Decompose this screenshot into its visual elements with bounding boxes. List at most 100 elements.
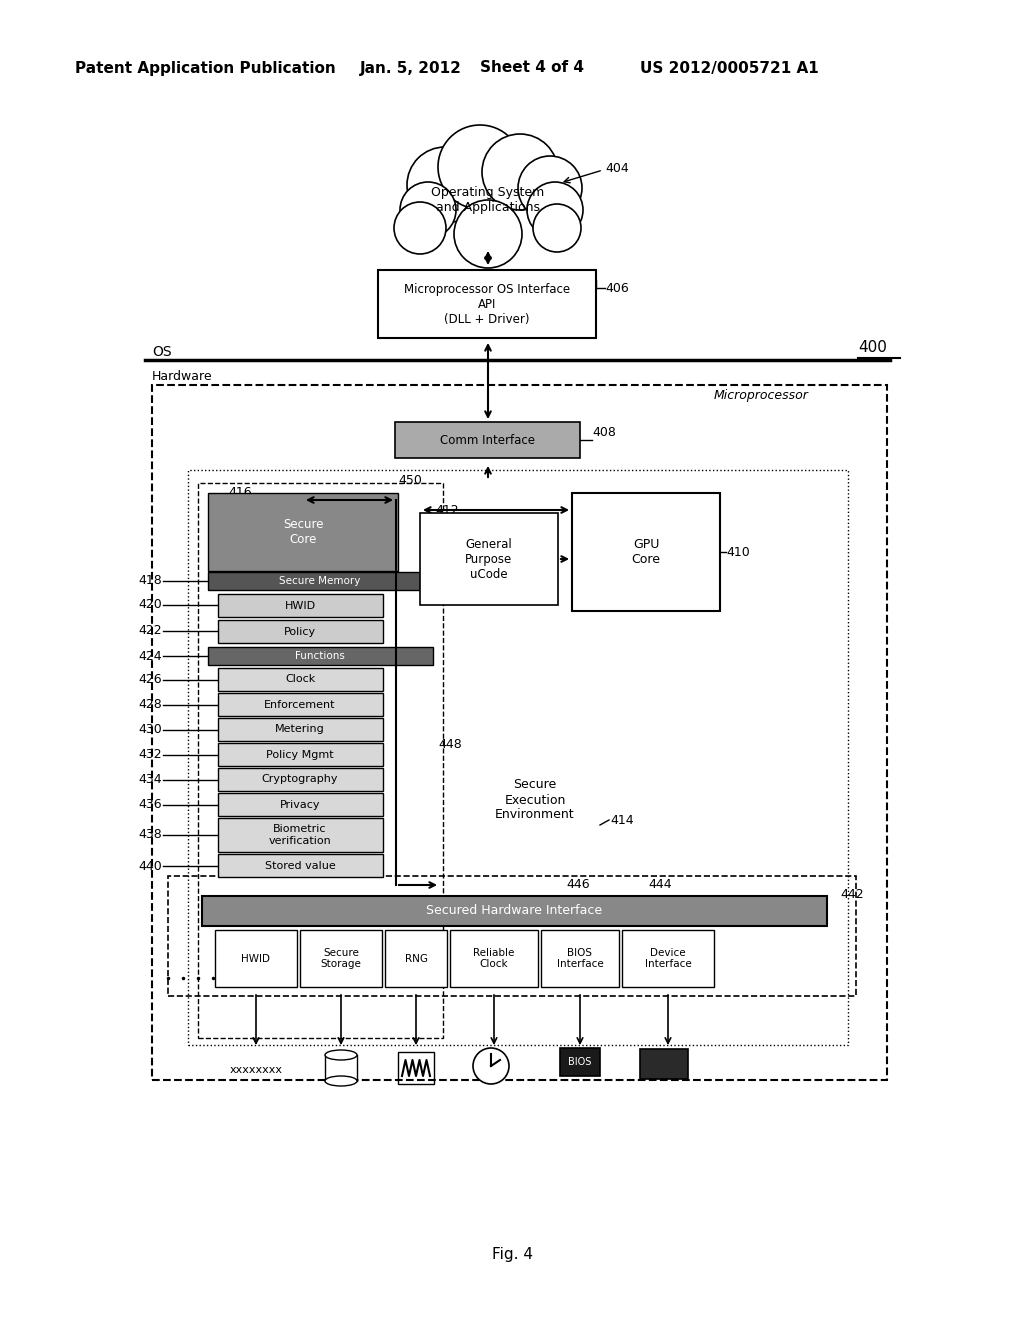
FancyBboxPatch shape (208, 572, 433, 590)
Text: RNG: RNG (404, 953, 427, 964)
Text: 442: 442 (840, 888, 863, 902)
Text: 416: 416 (228, 487, 252, 499)
FancyBboxPatch shape (218, 768, 383, 791)
FancyBboxPatch shape (385, 931, 447, 987)
FancyBboxPatch shape (218, 668, 383, 690)
Text: Secure Memory: Secure Memory (280, 576, 360, 586)
Text: US 2012/0005721 A1: US 2012/0005721 A1 (640, 61, 819, 75)
FancyBboxPatch shape (622, 931, 714, 987)
Circle shape (454, 201, 522, 268)
Text: 434: 434 (138, 774, 162, 785)
Circle shape (482, 135, 558, 210)
Text: Stored value: Stored value (264, 861, 336, 871)
Text: Patent Application Publication: Patent Application Publication (75, 61, 336, 75)
Text: 436: 436 (138, 799, 162, 810)
Text: 408: 408 (592, 425, 615, 438)
Text: Microprocessor: Microprocessor (714, 388, 809, 401)
Text: Metering: Metering (275, 725, 325, 734)
Text: 448: 448 (438, 738, 462, 751)
Circle shape (438, 125, 522, 209)
FancyBboxPatch shape (300, 931, 382, 987)
FancyBboxPatch shape (378, 271, 596, 338)
Text: 418: 418 (138, 574, 162, 587)
FancyBboxPatch shape (560, 1048, 600, 1076)
Text: 430: 430 (138, 723, 162, 737)
Text: Hardware: Hardware (152, 370, 213, 383)
Text: Cryptography: Cryptography (262, 775, 338, 784)
FancyBboxPatch shape (218, 718, 383, 741)
Text: OS: OS (152, 345, 172, 359)
Text: Jan. 5, 2012: Jan. 5, 2012 (360, 61, 462, 75)
Text: 432: 432 (138, 748, 162, 762)
Circle shape (534, 205, 581, 252)
Text: HWID: HWID (242, 953, 270, 964)
Text: 412: 412 (435, 503, 459, 516)
Text: Microprocessor OS Interface
API
(DLL + Driver): Microprocessor OS Interface API (DLL + D… (403, 282, 570, 326)
FancyBboxPatch shape (218, 594, 383, 616)
FancyBboxPatch shape (218, 818, 383, 851)
Text: Device
Interface: Device Interface (645, 948, 691, 969)
Circle shape (407, 147, 483, 223)
Text: General
Purpose
uCode: General Purpose uCode (465, 537, 513, 581)
Circle shape (400, 182, 456, 238)
FancyBboxPatch shape (572, 492, 720, 611)
Circle shape (518, 156, 582, 220)
Text: 438: 438 (138, 829, 162, 842)
Text: Fig. 4: Fig. 4 (492, 1247, 532, 1262)
FancyBboxPatch shape (395, 422, 580, 458)
Text: Secure
Storage: Secure Storage (321, 948, 361, 969)
FancyBboxPatch shape (541, 931, 618, 987)
Text: 414: 414 (610, 813, 634, 826)
Text: 428: 428 (138, 698, 162, 711)
FancyBboxPatch shape (215, 931, 297, 987)
FancyBboxPatch shape (218, 620, 383, 643)
Text: Reliable
Clock: Reliable Clock (473, 948, 515, 969)
Circle shape (394, 202, 446, 253)
FancyBboxPatch shape (198, 483, 443, 1038)
Text: BIOS: BIOS (568, 1057, 592, 1067)
Text: 446: 446 (566, 879, 590, 891)
FancyBboxPatch shape (218, 854, 383, 876)
Circle shape (473, 1048, 509, 1084)
Text: 420: 420 (138, 598, 162, 611)
FancyBboxPatch shape (152, 385, 887, 1080)
Text: BIOS
Interface: BIOS Interface (557, 948, 603, 969)
FancyBboxPatch shape (640, 1049, 688, 1078)
Text: xxxxxxxx: xxxxxxxx (229, 1065, 283, 1074)
Text: Enforcement: Enforcement (264, 700, 336, 710)
Text: HWID: HWID (285, 601, 315, 611)
FancyBboxPatch shape (218, 793, 383, 816)
Text: Secure
Core: Secure Core (283, 517, 324, 546)
Text: 424: 424 (138, 649, 162, 663)
Circle shape (527, 182, 583, 238)
Text: 400: 400 (858, 341, 887, 355)
FancyBboxPatch shape (420, 513, 558, 605)
Text: Functions: Functions (295, 651, 345, 661)
Text: 410: 410 (726, 545, 750, 558)
Ellipse shape (325, 1049, 357, 1060)
FancyBboxPatch shape (218, 743, 383, 766)
Text: Comm Interface: Comm Interface (439, 433, 535, 446)
Ellipse shape (325, 1076, 357, 1086)
Text: Secure
Execution
Environment: Secure Execution Environment (496, 779, 574, 821)
Text: 426: 426 (138, 673, 162, 686)
Text: Biometric
verification: Biometric verification (268, 824, 332, 846)
FancyBboxPatch shape (208, 492, 398, 572)
FancyBboxPatch shape (218, 693, 383, 715)
Text: 450: 450 (398, 474, 422, 487)
Text: 406: 406 (605, 281, 629, 294)
FancyBboxPatch shape (208, 647, 433, 665)
Text: Operating System
and Applications: Operating System and Applications (431, 186, 545, 214)
Text: Policy: Policy (284, 627, 316, 638)
Text: Secured Hardware Interface: Secured Hardware Interface (426, 904, 602, 917)
Text: Policy Mgmt: Policy Mgmt (266, 750, 334, 759)
Text: GPU
Core: GPU Core (632, 539, 660, 566)
Text: 444: 444 (648, 879, 672, 891)
Text: 404: 404 (605, 161, 629, 174)
Text: 440: 440 (138, 859, 162, 873)
FancyBboxPatch shape (188, 470, 848, 1045)
Text: Clock: Clock (285, 675, 315, 685)
Text: Privacy: Privacy (280, 800, 321, 809)
Text: 422: 422 (138, 624, 162, 638)
FancyBboxPatch shape (450, 931, 538, 987)
